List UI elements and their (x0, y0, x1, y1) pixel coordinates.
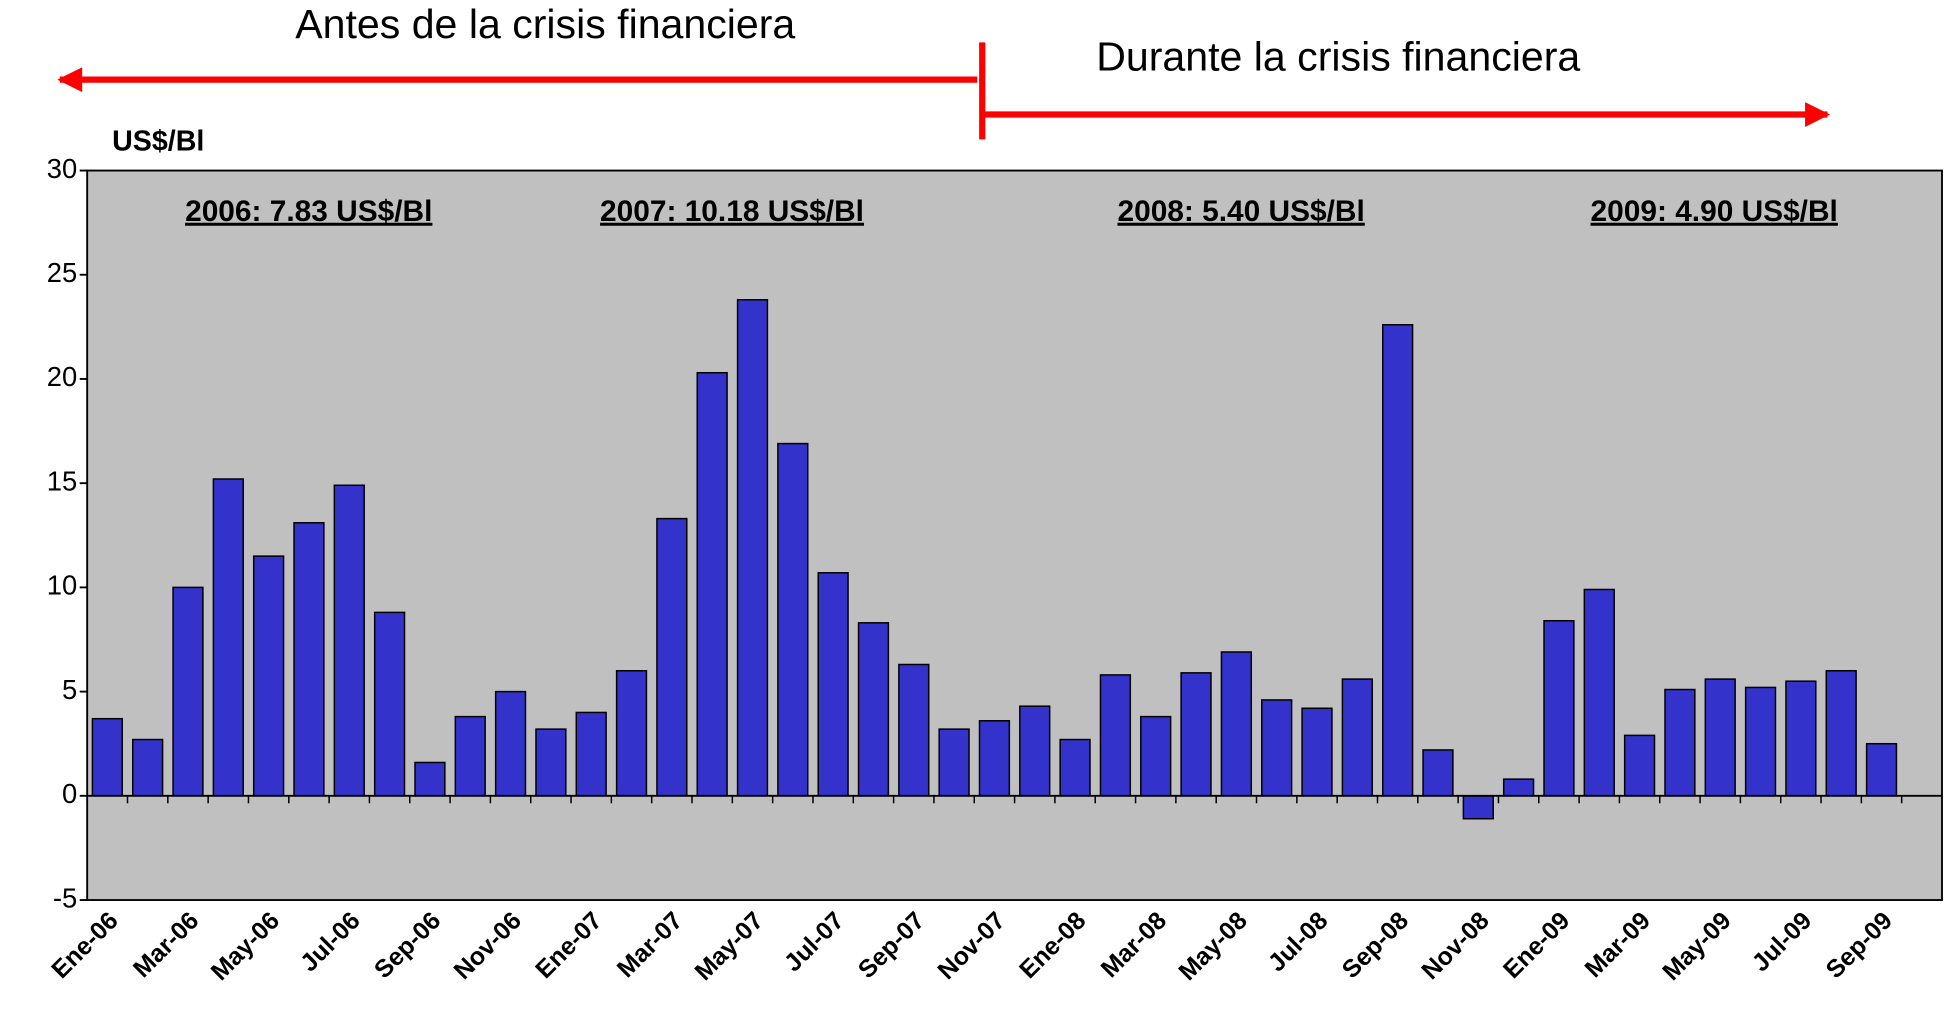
bar (373, 611, 406, 797)
bar (1220, 651, 1253, 797)
bar (1301, 707, 1333, 797)
period-label: Antes de la crisis financiera (295, 1, 795, 47)
annotation: 2006: 7.83 US$/Bl (185, 195, 432, 228)
x-tick-label: May-09 (1657, 907, 1736, 986)
bar (696, 371, 728, 797)
bar (1785, 680, 1817, 797)
bar (615, 670, 648, 797)
y-tick-label: 0 (62, 778, 77, 809)
bar (938, 728, 970, 797)
bar (212, 478, 244, 797)
x-tick-label: Jul-06 (295, 907, 366, 978)
period-label: Durante la crisis financiera (1096, 34, 1580, 80)
x-tick-label: Jul-08 (1263, 906, 1334, 977)
bar (1140, 715, 1172, 797)
x-tick-label: Ene-06 (46, 907, 123, 984)
x-tick-label: Nov-06 (448, 907, 526, 985)
bar (91, 717, 124, 797)
y-tick-label: 15 (47, 465, 77, 496)
bar (1341, 678, 1373, 797)
annotation: 2009: 4.90 US$/Bl (1591, 195, 1838, 228)
x-tick-label: May-07 (689, 907, 768, 986)
x-tick-label: Ene-07 (530, 907, 607, 984)
bar (1261, 699, 1293, 797)
bar (333, 484, 365, 797)
bar (736, 299, 769, 797)
x-tick-label: Jul-07 (779, 907, 850, 978)
x-tick-label: Sep-07 (853, 907, 930, 984)
bar (1462, 795, 1494, 820)
bar (252, 555, 285, 797)
x-tick-label: Sep-06 (369, 907, 446, 984)
bar (575, 711, 607, 797)
y-tick-label: 25 (47, 257, 77, 288)
x-tick-label: May-06 (206, 907, 285, 986)
annotation: 2007: 10.18 US$/Bl (600, 195, 864, 228)
x-tick-label: Jul-09 (1747, 907, 1818, 978)
bar (1744, 686, 1777, 797)
x-tick-label: May-08 (1173, 906, 1253, 986)
bar (1019, 705, 1051, 797)
x-tick-label: Ene-08 (1014, 906, 1092, 984)
y-tick-label: 20 (47, 361, 77, 392)
bar (535, 728, 567, 797)
bar (1664, 688, 1696, 797)
bar (898, 663, 930, 797)
bar (1059, 738, 1091, 797)
bar (172, 586, 204, 797)
bar (857, 622, 890, 797)
bar (1543, 619, 1575, 797)
bar (817, 572, 849, 797)
x-tick-label: Nov-08 (1416, 906, 1495, 985)
x-tick-label: Mar-08 (1096, 906, 1173, 983)
bar (414, 761, 446, 797)
bar (1825, 670, 1857, 797)
x-tick-label: Nov-07 (932, 907, 1010, 985)
x-tick-label: Ene-09 (1498, 907, 1575, 984)
bar (454, 715, 486, 797)
y-tick-label: 5 (62, 674, 77, 705)
y-tick-label: 30 (47, 153, 77, 184)
bar (131, 738, 164, 797)
bar (1865, 742, 1898, 797)
bar (1623, 734, 1656, 797)
x-tick-label: Mar-09 (1579, 907, 1656, 984)
bar (777, 442, 809, 797)
y-axis-label: US$/Bl (112, 126, 204, 158)
bar (1381, 324, 1414, 797)
bar (1704, 678, 1736, 797)
bar (656, 517, 688, 797)
bar (1180, 672, 1212, 797)
x-tick-label: Sep-09 (1820, 907, 1897, 984)
annotation: 2008: 5.40 US$/Bl (1117, 195, 1364, 228)
x-tick-label: Mar-07 (612, 907, 689, 984)
bar (1099, 674, 1132, 797)
y-tick-label: 10 (47, 570, 77, 601)
bar (1502, 778, 1535, 797)
bar (293, 522, 325, 797)
plot-area (86, 169, 1943, 901)
bar (494, 690, 527, 797)
y-tick-label: -5 (53, 882, 77, 913)
bar (1583, 588, 1615, 797)
bar (978, 720, 1011, 797)
x-tick-label: Mar-06 (128, 907, 205, 984)
x-tick-label: Sep-08 (1337, 906, 1415, 984)
bar (1422, 749, 1454, 797)
